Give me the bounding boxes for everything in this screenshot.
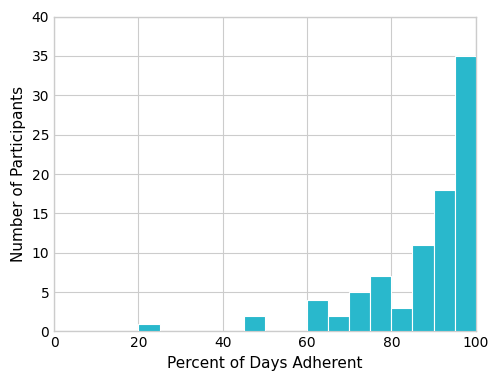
Bar (412, 245, 434, 332)
Bar (392, 308, 412, 332)
Bar (307, 300, 328, 332)
Bar (244, 316, 265, 332)
Bar (434, 190, 454, 332)
Bar (138, 324, 160, 332)
Bar (328, 316, 349, 332)
Bar (454, 56, 475, 332)
Bar (370, 276, 392, 332)
X-axis label: Percent of Days Adherent: Percent of Days Adherent (167, 356, 362, 371)
Y-axis label: Number of Participants: Number of Participants (11, 86, 26, 262)
Bar (349, 292, 370, 332)
